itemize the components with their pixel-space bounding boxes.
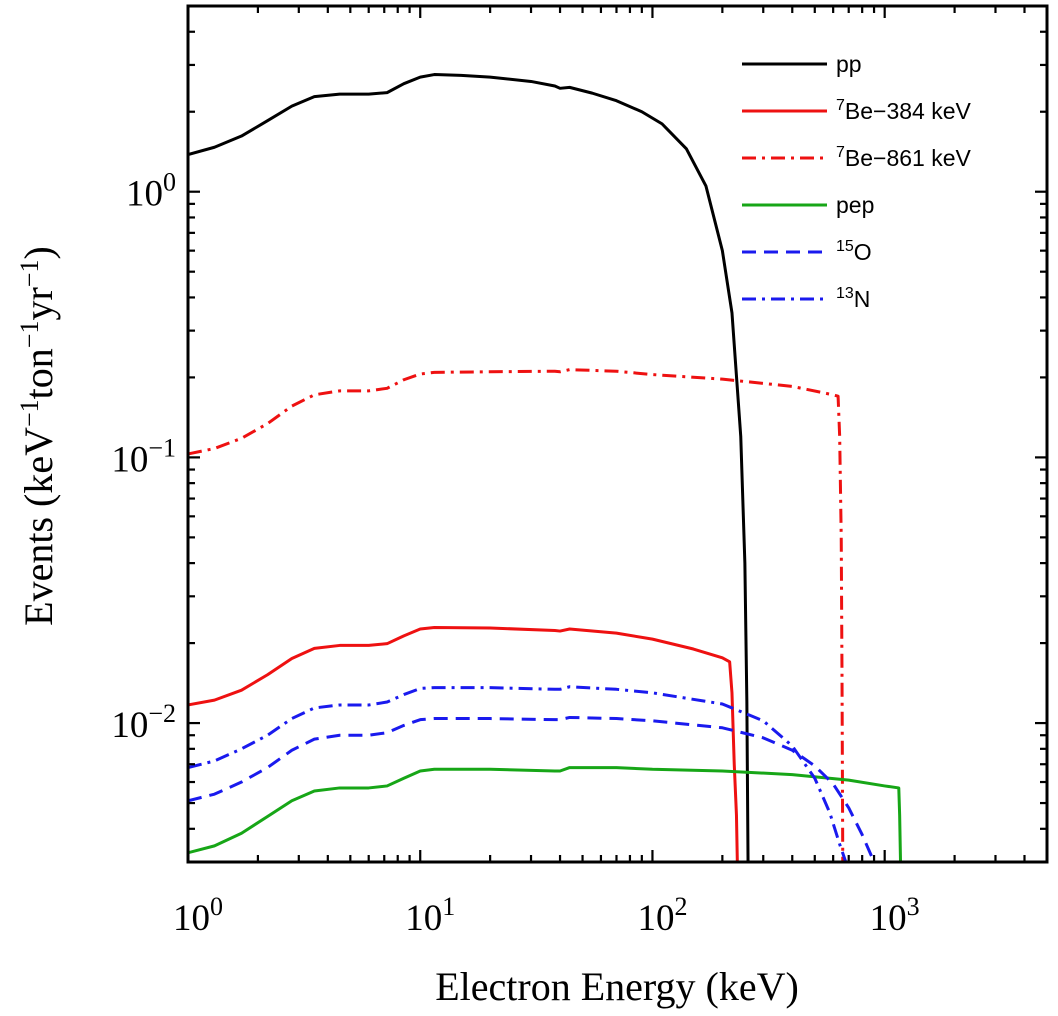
tick-layer [186, 4, 1049, 864]
series-line-0 [189, 73, 750, 861]
plot-frame [186, 4, 1049, 864]
x-tick-label: 103 [870, 892, 920, 939]
tick-labels: 100 101 102 103 100 10−1 10−2 [111, 168, 919, 939]
series-line-1 [189, 625, 739, 861]
series-layer [189, 73, 903, 861]
legend-label-4: 15O [836, 238, 872, 265]
series-line-2 [189, 368, 845, 861]
x-tick-label: 101 [405, 892, 455, 939]
y-tick-label: 100 [126, 168, 176, 215]
series-line-4 [189, 715, 876, 861]
x-tick-label: 100 [173, 892, 223, 939]
x-tick-label: 102 [637, 892, 687, 939]
legend-label-2: 7Be−861 keV [836, 144, 972, 171]
legend: pp 7Be−384 keV 7Be−861 keV pep 15O 13N [742, 51, 972, 312]
legend-label-5: 13N [836, 285, 870, 312]
legend-label-0: pp [836, 51, 862, 77]
series-line-5 [189, 685, 848, 861]
y-tick-label: 10−2 [111, 699, 176, 746]
x-axis-title: Electron Energy (keV) [435, 964, 799, 1009]
series-line-3 [189, 766, 903, 861]
y-tick-label: 10−1 [111, 433, 176, 480]
legend-label-1: 7Be−384 keV [836, 97, 972, 124]
y-axis-title: Events (keV−1ton−1yr−1) [15, 246, 62, 626]
legend-label-3: pep [836, 192, 874, 218]
